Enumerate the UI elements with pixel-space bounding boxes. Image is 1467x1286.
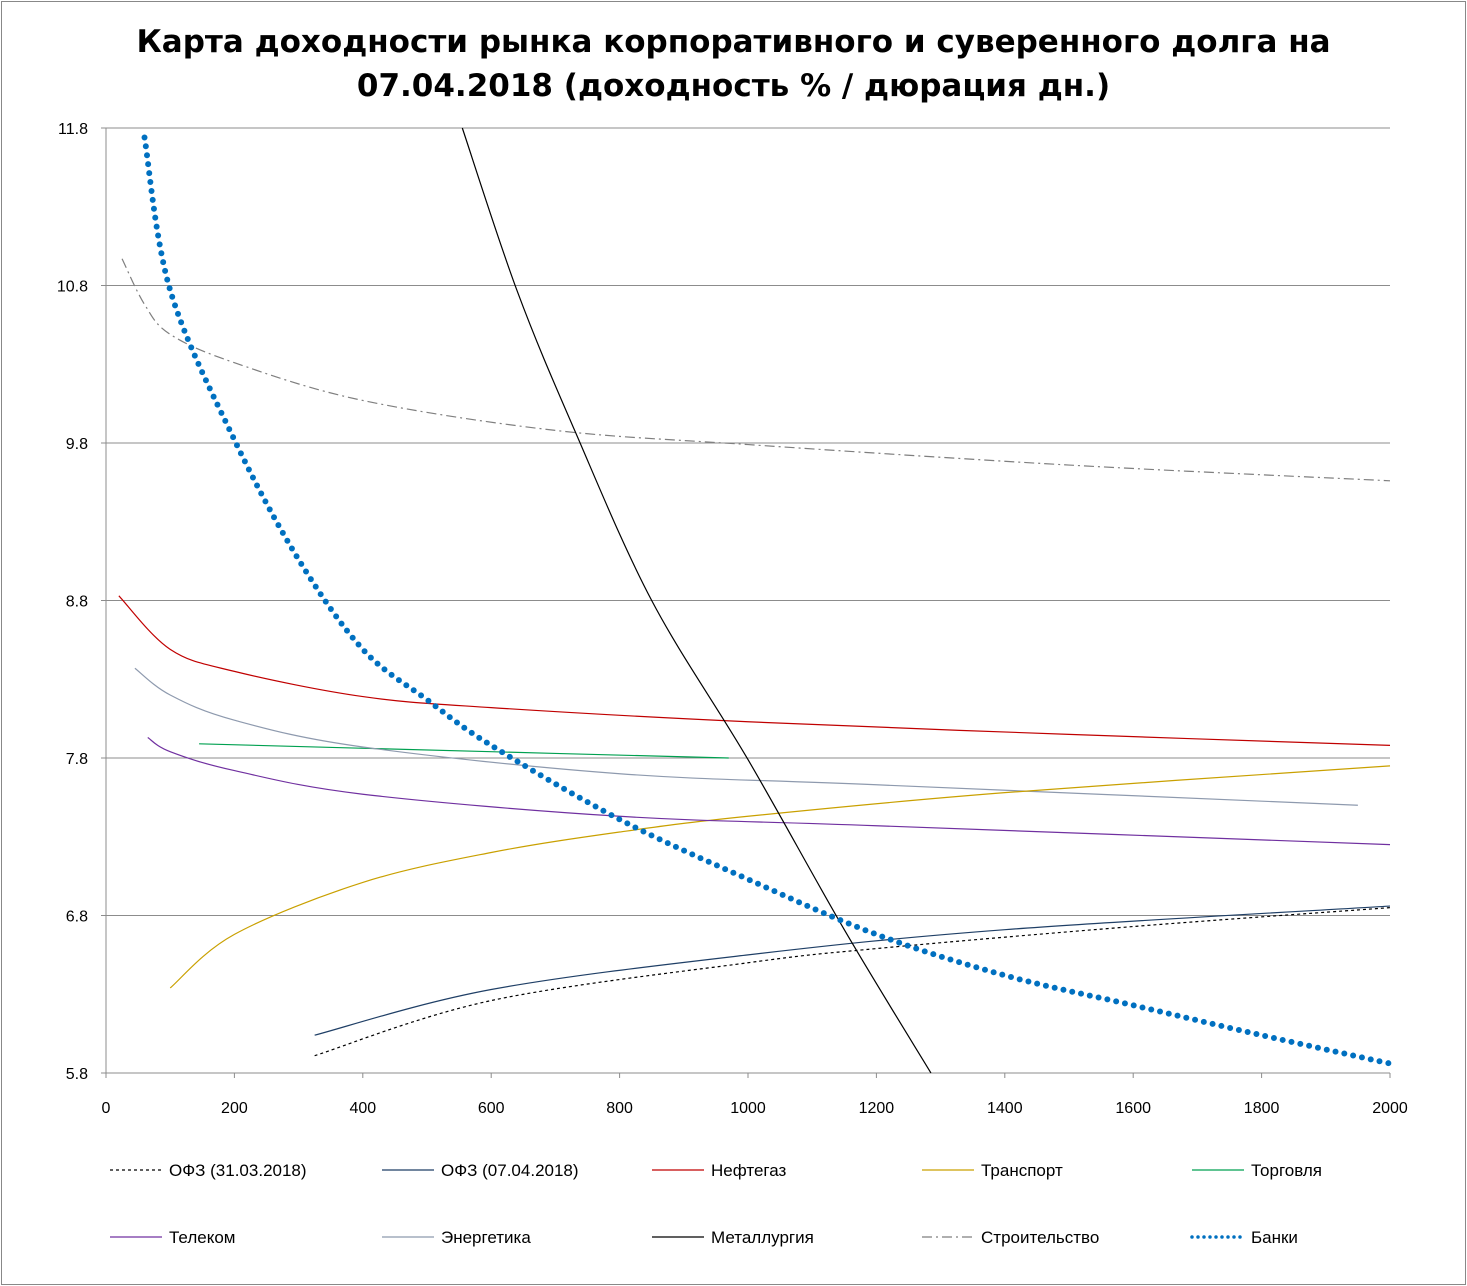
x-tick-label: 0 — [102, 1100, 111, 1117]
series-line-3 — [169, 765, 1391, 989]
series-line-7 — [461, 127, 932, 1074]
series-line-2 — [118, 595, 1391, 746]
y-tick-label: 8.8 — [66, 594, 88, 611]
x-tick-label: 800 — [606, 1100, 633, 1117]
legend-label-4: Торговля — [1251, 1161, 1322, 1180]
x-tick-label: 1000 — [730, 1100, 766, 1117]
y-tick-label: 10.8 — [57, 279, 88, 296]
legend-label-8: Строительство — [981, 1228, 1099, 1247]
series-line-4 — [199, 743, 729, 759]
x-tick-label: 400 — [349, 1100, 376, 1117]
series-line-1 — [314, 905, 1391, 1036]
y-tick-label: 11.8 — [58, 121, 88, 138]
legend-label-7: Металлургия — [711, 1228, 814, 1247]
series-line-0 — [314, 907, 1391, 1057]
series-line-9 — [141, 134, 1393, 1067]
legend-label-1: ОФЗ (07.04.2018) — [441, 1161, 579, 1180]
x-tick-label: 200 — [221, 1100, 248, 1117]
series-line-8 — [121, 258, 1391, 482]
x-tick-label: 2000 — [1372, 1100, 1408, 1117]
x-tick-label: 1800 — [1244, 1100, 1280, 1117]
chart-title-line2: 07.04.2018 (доходность % / дюрация дн.) — [356, 68, 1111, 104]
y-tick-label: 5.8 — [66, 1066, 88, 1083]
legend-label-0: ОФЗ (31.03.2018) — [169, 1161, 307, 1180]
y-tick-label: 9.8 — [66, 436, 88, 453]
series-line-5 — [147, 737, 1391, 846]
x-tick-label: 1600 — [1115, 1100, 1151, 1117]
x-tick-label: 1200 — [859, 1100, 895, 1117]
y-tick-label: 7.8 — [66, 751, 88, 768]
x-tick-label: 1400 — [987, 1100, 1023, 1117]
legend-label-6: Энергетика — [441, 1228, 531, 1247]
chart-title: Карта доходности рынка корпоративного и … — [0, 20, 1467, 108]
legend-label-2: Нефтегаз — [711, 1161, 786, 1180]
legend-label-3: Транспорт — [981, 1161, 1063, 1180]
x-tick-label: 600 — [478, 1100, 505, 1117]
legend-label-9: Банки — [1251, 1228, 1298, 1247]
y-tick-label: 6.8 — [66, 909, 88, 926]
chart-title-line1: Карта доходности рынка корпоративного и … — [136, 24, 1331, 60]
legend-label-5: Телеком — [169, 1228, 235, 1247]
